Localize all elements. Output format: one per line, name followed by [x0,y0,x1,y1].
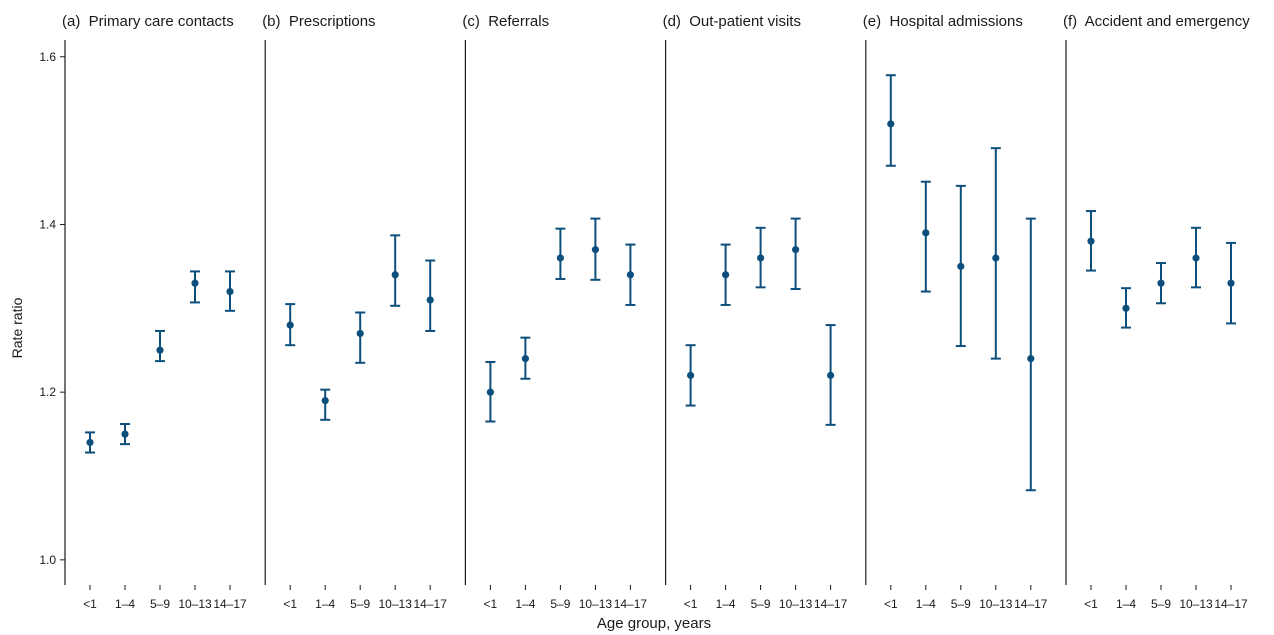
x-tick-label: 1–4 [716,597,736,611]
x-tick-label: 10–13 [979,597,1013,611]
x-tick-label: 1–4 [315,597,335,611]
y-tick-label: 1.2 [39,385,56,399]
data-point [191,279,199,287]
data-point [1087,237,1095,245]
panel-title: (e) Hospital admissions [863,13,1023,30]
data-point [556,254,565,262]
data-point [226,287,234,296]
panel-f: (f) Accident and emergency <1 1–4 5–9 10–13 1… [1063,13,1250,611]
panel-title: (d) Out-patient visits [663,13,801,30]
data-point [521,355,530,363]
x-tick-label: <1 [1084,597,1098,611]
data-point [156,346,164,354]
x-tick-label: 5–9 [1151,597,1171,611]
data-point [1157,279,1165,287]
x-tick-label: <1 [83,597,97,611]
data-point [757,254,765,262]
x-tick-label: 5–9 [150,597,170,611]
data-point [121,430,129,438]
x-tick-label: 14–17 [1014,597,1048,611]
panel-title: (b) Prescriptions [262,13,375,30]
x-tick-label: 14–17 [213,597,247,611]
x-tick-label: 1–4 [115,597,135,611]
panel-c: (c) Referrals <1 1–4 5–9 10–13 14–17 [462,13,647,611]
chart-panels: 1.0 1.2 1.4 1.6 (a) Primary care contacts <1 1… [39,13,1250,611]
data-point [1227,279,1235,287]
x-tick-label: 14–17 [814,597,848,611]
x-tick-label: 10–13 [579,597,613,611]
y-tick-label: 1.0 [39,553,56,567]
x-tick-label: 1–4 [1116,597,1136,611]
panel-a: 1.0 1.2 1.4 1.6 (a) Primary care contacts <1 1… [39,13,247,611]
x-tick-label: <1 [884,597,898,611]
x-tick-label: 5–9 [350,597,370,611]
data-point [1027,355,1035,363]
data-point [591,246,600,254]
panel-title: (c) Referrals [462,13,549,30]
x-tick-label: 10–13 [178,597,212,611]
x-tick-label: <1 [484,597,498,611]
data-point [722,271,730,279]
data-point [827,371,835,379]
x-axis-label: Age group, years [597,615,711,632]
panel-d: (d) Out-patient visits <1 1–4 5–9 10–13 14–17 [663,13,848,611]
data-point [86,438,94,447]
x-tick-label: 5–9 [751,597,771,611]
data-point [922,229,930,237]
data-point [957,262,965,270]
x-tick-label: 14–17 [1214,597,1248,611]
data-point [356,329,364,338]
y-axis-label: Rate ratio [9,297,25,358]
x-tick-label: 5–9 [550,597,570,611]
x-tick-label: 1–4 [515,597,535,611]
x-tick-label: <1 [283,597,297,611]
panel-e: (e) Hospital admissions <1 1–4 5–9 10–13 14–1… [863,13,1048,611]
panel-title: (a) Primary care contacts [62,13,234,30]
x-tick-label: 10–13 [379,597,413,611]
x-tick-label: 5–9 [951,597,971,611]
y-tick-label: 1.4 [39,217,56,231]
x-tick-label: 14–17 [614,597,648,611]
data-point [792,246,800,254]
data-point [887,120,895,128]
x-tick-label: 14–17 [414,597,448,611]
y-tick-label: 1.6 [39,50,56,64]
x-tick-label: 10–13 [779,597,813,611]
panel-title: (f) Accident and emergency [1063,13,1250,30]
data-point [1192,254,1200,262]
data-point [391,271,399,279]
x-tick-label: 10–13 [1179,597,1213,611]
data-point [321,396,329,405]
data-point [426,296,434,304]
data-point [626,271,635,279]
data-point [992,254,1000,262]
data-point [1122,304,1130,312]
x-tick-label: <1 [684,597,698,611]
data-point [687,371,695,379]
panel-b: (b) Prescriptions <1 1–4 5–9 10–13 14–17 [262,13,447,611]
data-point [286,321,294,329]
x-tick-label: 1–4 [916,597,936,611]
data-point [486,388,494,396]
